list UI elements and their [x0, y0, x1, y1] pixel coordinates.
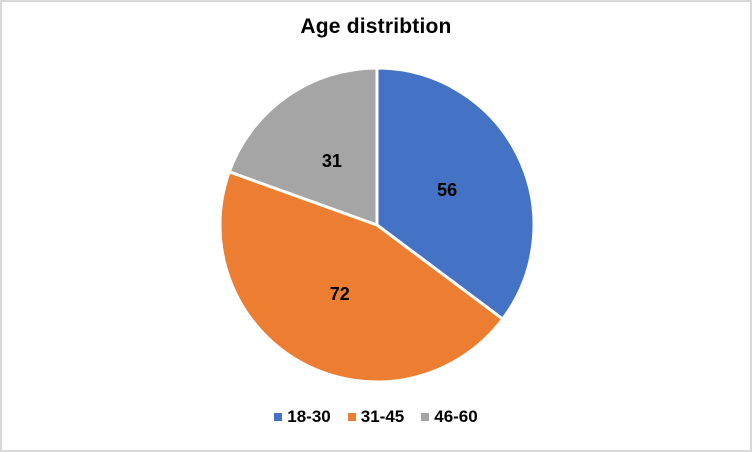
legend-item-31-45: 31-45: [347, 407, 405, 427]
pie-slice-value-label-31-45: 72: [330, 284, 350, 304]
chart-legend: 18-30 31-45 46-60: [2, 407, 750, 427]
chart-title: Age distribtion: [300, 15, 452, 38]
legend-label-31-45: 31-45: [360, 407, 405, 426]
pie-slice-31-45: [218, 170, 505, 384]
legend-swatch-46-60: [421, 413, 430, 421]
pie-slice-46-60: [227, 66, 379, 227]
legend-label-18-30: 18-30: [287, 407, 331, 426]
pie-slice-value-label-46-60: 31: [322, 151, 342, 171]
legend-swatch-18-30: [274, 413, 283, 421]
legend-item-46-60: 46-60: [421, 407, 478, 427]
legend-swatch-31-45: [347, 413, 356, 421]
pie-slice-value-label-18-30: 56: [437, 180, 457, 200]
legend-label-46-60: 46-60: [434, 407, 478, 426]
pie-slice-18-30: [375, 66, 536, 321]
legend-item-18-30: 18-30: [274, 407, 331, 427]
